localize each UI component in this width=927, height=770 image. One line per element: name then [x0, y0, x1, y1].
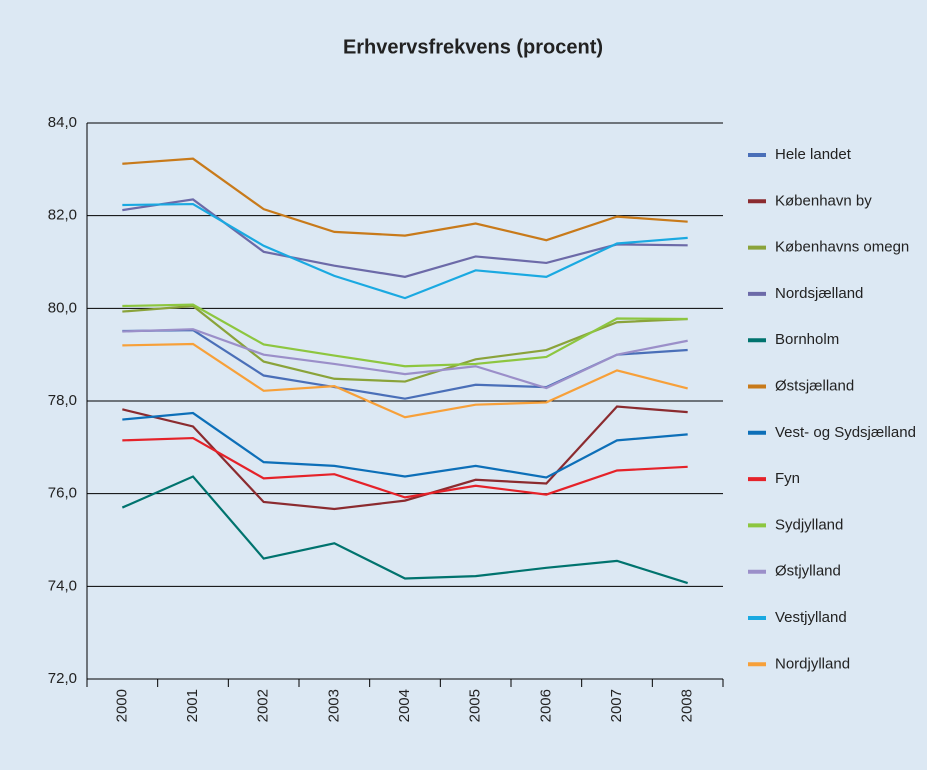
- legend-label: Fyn: [775, 470, 800, 487]
- line: [121, 475, 688, 585]
- line: [122, 411, 688, 479]
- y-tick-label: 72,0: [48, 670, 77, 687]
- x-tick-label: 2004: [396, 689, 413, 722]
- y-tick-label: 80,0: [48, 299, 77, 316]
- x-tick-label: 2005: [467, 689, 484, 722]
- legend-label: Vest- og Sydsjælland: [775, 424, 916, 441]
- legend-label: Nordsjælland: [775, 285, 863, 302]
- y-tick-label: 74,0: [48, 577, 77, 594]
- legend-label: Østjylland: [775, 563, 841, 580]
- legend-label: Sydjylland: [775, 516, 843, 533]
- line: [122, 303, 688, 368]
- y-tick-label: 78,0: [48, 392, 77, 409]
- y-tick-label: 76,0: [48, 485, 77, 502]
- line: [122, 436, 688, 499]
- legend-label: Vestjylland: [775, 609, 847, 626]
- y-tick-label: 84,0: [48, 114, 77, 131]
- y-tick-label: 82,0: [48, 207, 77, 224]
- x-tick-label: 2003: [325, 689, 342, 722]
- chart-title: Erhvervsfrekvens (procent): [343, 36, 603, 58]
- x-tick-label: 2008: [679, 689, 696, 722]
- line: [122, 342, 688, 419]
- x-tick-label: 2000: [113, 689, 130, 722]
- x-tick-label: 2006: [537, 689, 554, 722]
- line: [122, 202, 688, 300]
- x-tick-label: 2001: [184, 689, 201, 722]
- legend-label: København by: [775, 192, 872, 209]
- x-tick-label: 2002: [255, 689, 272, 722]
- legend-label: Østsjælland: [775, 377, 854, 394]
- legend-label: Bornholm: [775, 331, 839, 348]
- x-tick-label: 2007: [608, 689, 625, 722]
- line: [122, 157, 688, 242]
- legend-label: Hele landet: [775, 146, 852, 163]
- legend-label: Nordjylland: [775, 655, 850, 672]
- line: [122, 328, 688, 390]
- legend-label: Københavns omegn: [775, 239, 909, 256]
